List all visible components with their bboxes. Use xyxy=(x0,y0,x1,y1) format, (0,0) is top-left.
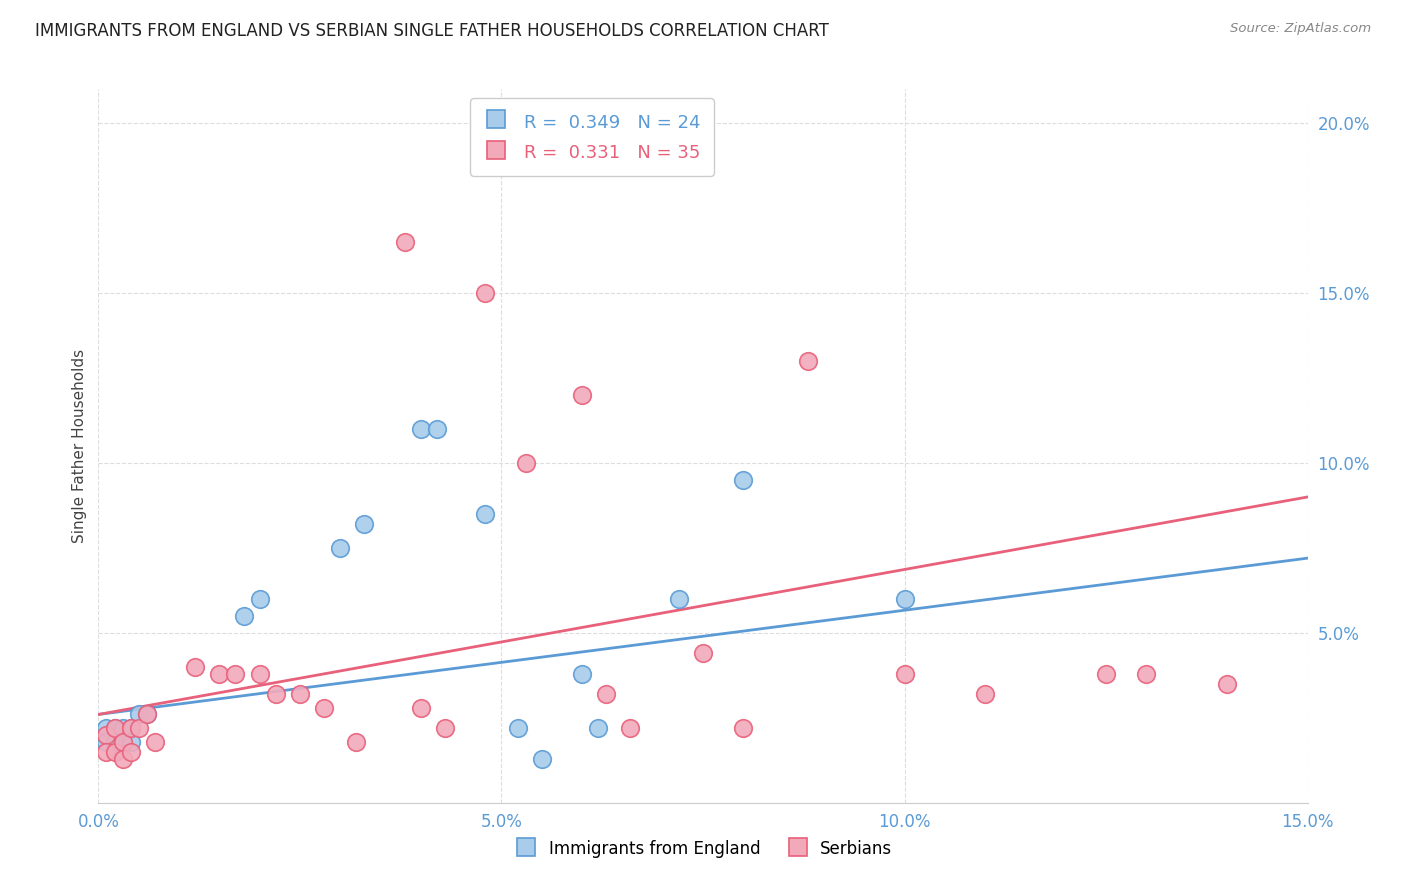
Point xyxy=(619,721,641,735)
Point xyxy=(353,517,375,532)
Point xyxy=(103,721,125,735)
Point xyxy=(232,608,254,623)
Point xyxy=(111,734,134,748)
Point xyxy=(797,354,820,368)
Point xyxy=(111,734,134,748)
Point xyxy=(893,591,915,606)
Point xyxy=(120,721,142,735)
Point xyxy=(143,734,166,748)
Point xyxy=(103,734,125,748)
Point xyxy=(103,721,125,735)
Point xyxy=(344,734,367,748)
Point xyxy=(96,734,118,748)
Point xyxy=(111,751,134,765)
Point xyxy=(288,687,311,701)
Point xyxy=(474,286,496,301)
Point xyxy=(733,721,755,735)
Point xyxy=(530,751,553,765)
Y-axis label: Single Father Households: Single Father Households xyxy=(72,349,87,543)
Point xyxy=(506,721,529,735)
Point xyxy=(184,660,207,674)
Point xyxy=(96,721,118,735)
Point xyxy=(249,666,271,681)
Legend: Immigrants from England, Serbians: Immigrants from England, Serbians xyxy=(508,832,898,866)
Point xyxy=(434,721,457,735)
Point xyxy=(264,687,287,701)
Point xyxy=(1135,666,1157,681)
Point xyxy=(426,422,449,436)
Point xyxy=(135,707,157,722)
Point xyxy=(586,721,609,735)
Text: IMMIGRANTS FROM ENGLAND VS SERBIAN SINGLE FATHER HOUSEHOLDS CORRELATION CHART: IMMIGRANTS FROM ENGLAND VS SERBIAN SINGL… xyxy=(35,22,830,40)
Point xyxy=(893,666,915,681)
Point xyxy=(1216,677,1239,691)
Point xyxy=(96,728,118,742)
Point xyxy=(515,456,537,470)
Point xyxy=(135,707,157,722)
Point xyxy=(111,721,134,735)
Point xyxy=(208,666,231,681)
Point xyxy=(409,700,432,714)
Point xyxy=(571,388,593,402)
Point xyxy=(224,666,246,681)
Point xyxy=(1095,666,1118,681)
Point xyxy=(394,235,416,249)
Point xyxy=(595,687,617,701)
Point xyxy=(668,591,690,606)
Point xyxy=(314,700,336,714)
Point xyxy=(120,721,142,735)
Point xyxy=(249,591,271,606)
Point xyxy=(120,734,142,748)
Point xyxy=(96,745,118,759)
Point xyxy=(329,541,352,555)
Point xyxy=(409,422,432,436)
Point xyxy=(692,646,714,660)
Point xyxy=(474,507,496,521)
Point xyxy=(571,666,593,681)
Point xyxy=(128,721,150,735)
Point xyxy=(120,745,142,759)
Point xyxy=(103,745,125,759)
Text: Source: ZipAtlas.com: Source: ZipAtlas.com xyxy=(1230,22,1371,36)
Point xyxy=(974,687,997,701)
Point xyxy=(128,707,150,722)
Point xyxy=(733,473,755,487)
